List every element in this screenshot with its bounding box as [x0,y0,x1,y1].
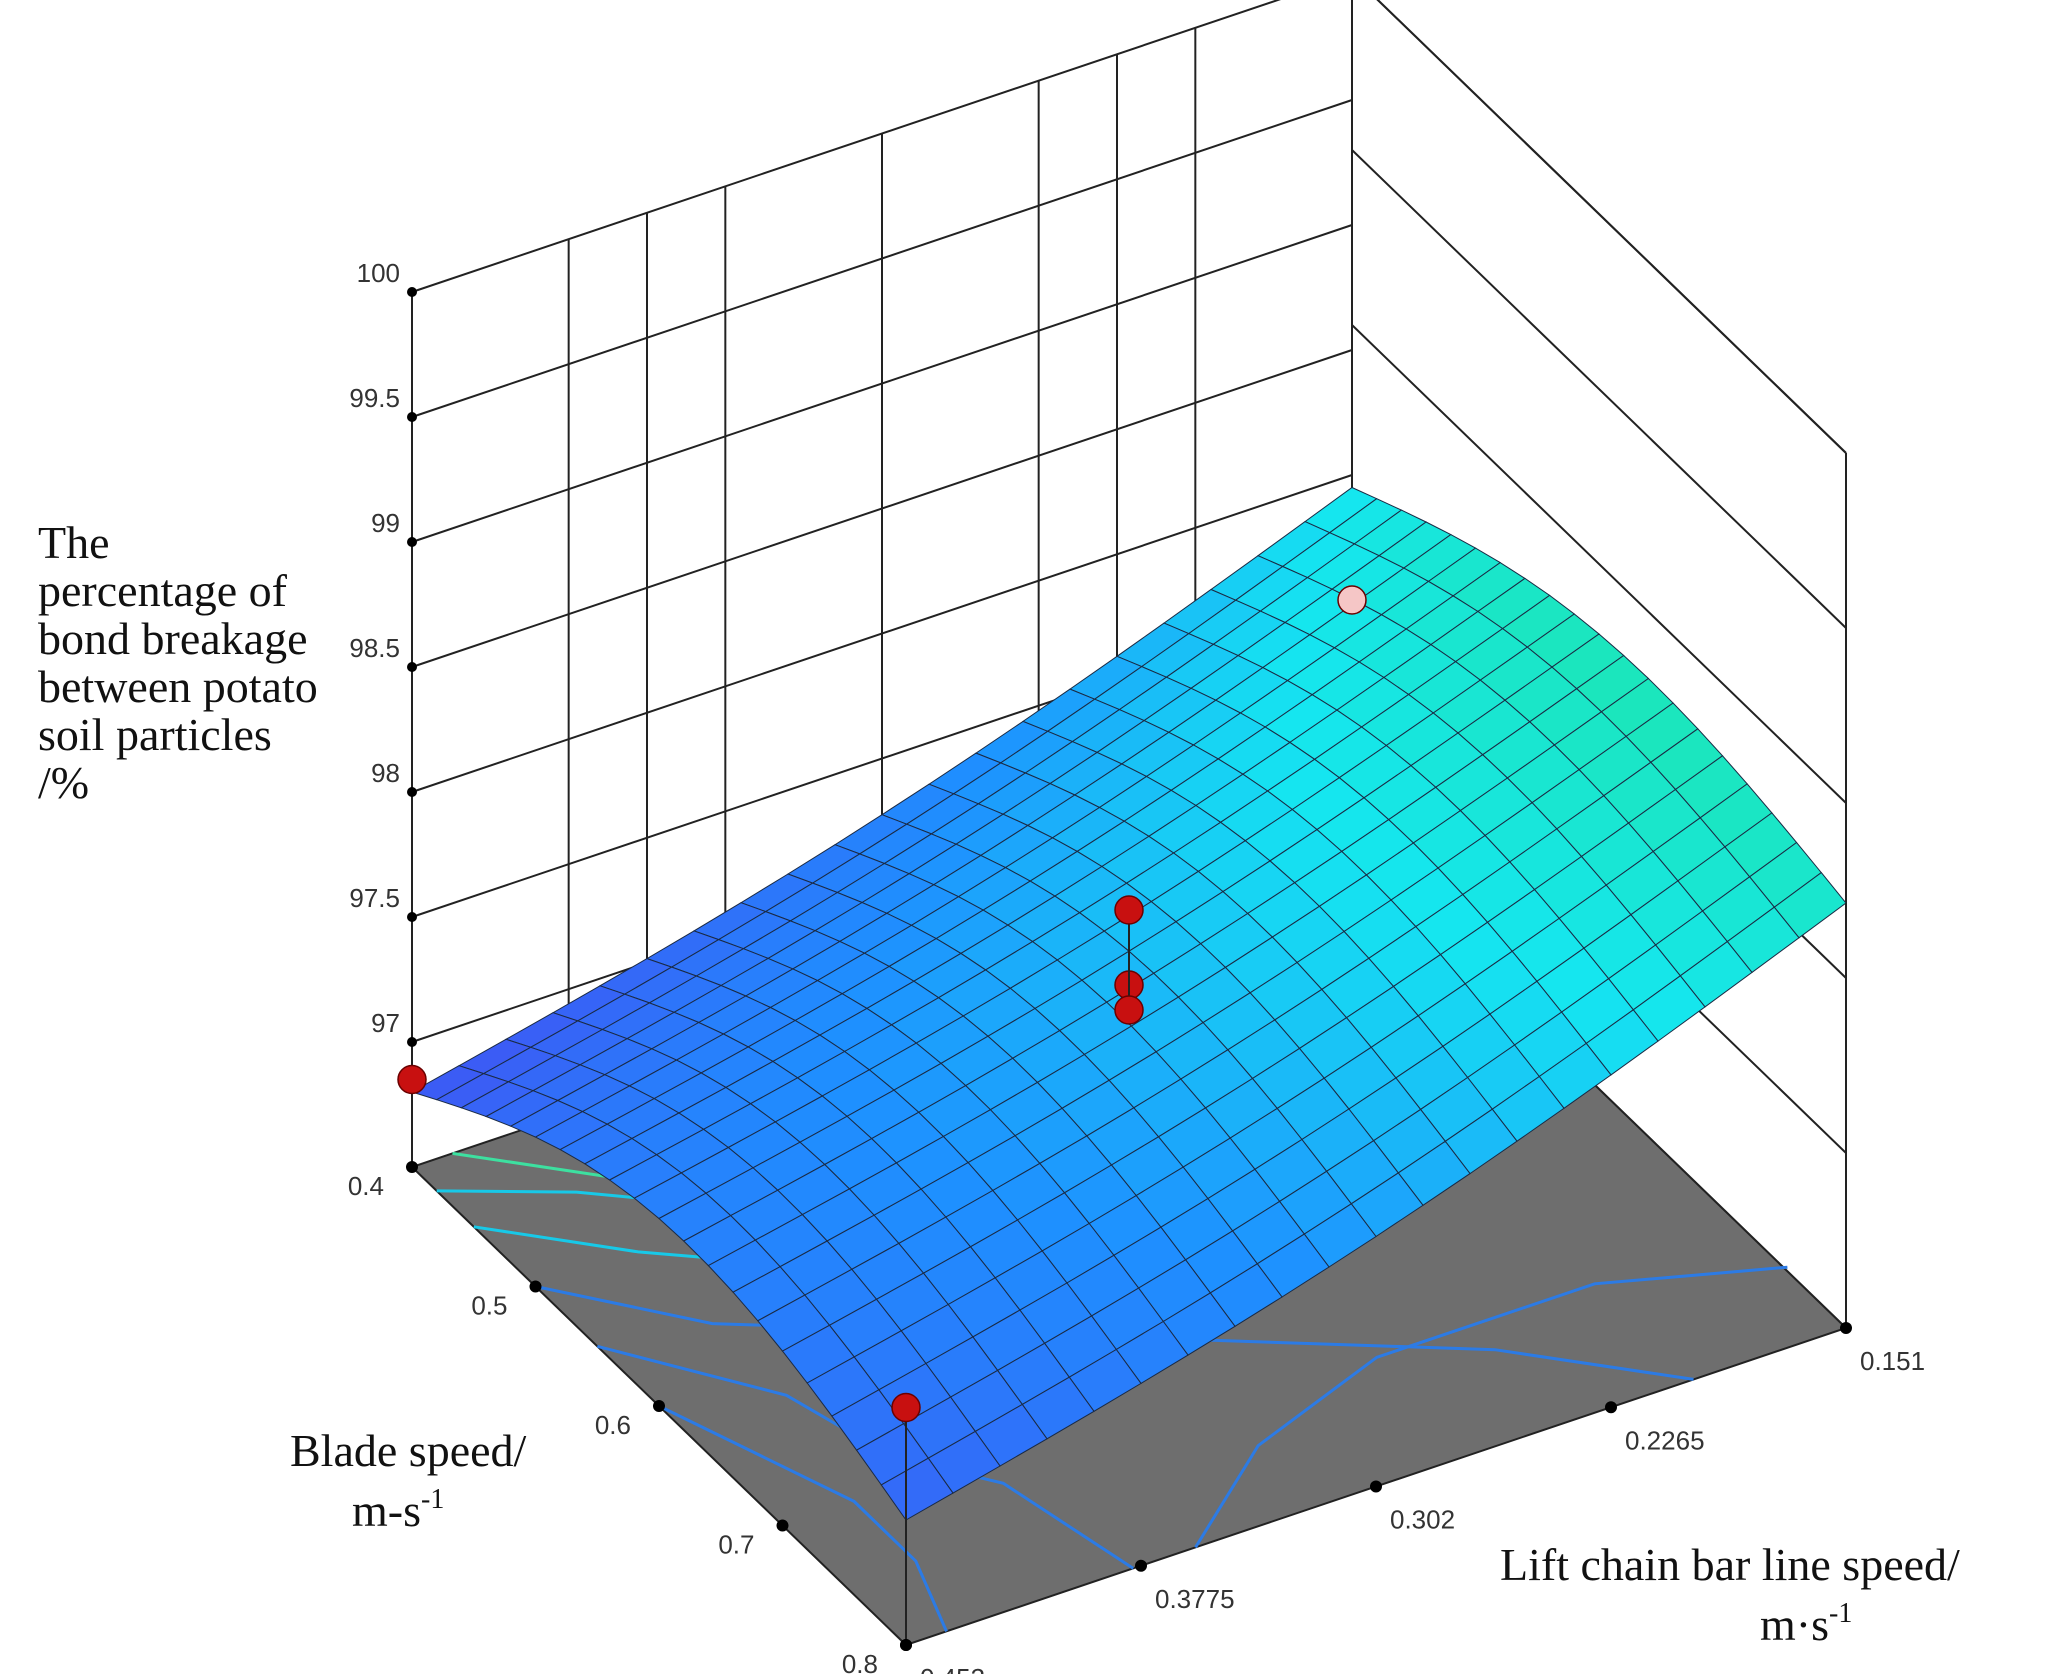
design-point [891,1392,921,1423]
y-tick-label: 0.302 [1390,1505,1455,1535]
z-tick-marker [407,287,417,297]
x-tick-label: 0.6 [595,1410,631,1440]
z-grid-line [411,349,1353,668]
x-tick-label: 0.5 [471,1291,507,1321]
y-tick-marker [1605,1401,1617,1414]
z-tick-marker [407,412,417,422]
y-tick-label: 0.151 [1860,1346,1925,1376]
z-grid-line [411,474,1353,793]
z-tick-label: 99.5 [349,383,400,413]
y-tick-label: 0.2265 [1625,1425,1705,1455]
axis-ticks: 97 97.5 98 98.5 99 99.5 100 0.4 0.5 0.6 0.7 0.8 0.45… [348,258,1925,1674]
z-tick-label: 100 [357,258,400,288]
z-tick-label: 99 [371,508,400,538]
y-axis-label-line-1: Lift chain bar line speed/ [1500,1539,1960,1590]
y-axis-unit: m·s [1760,1599,1829,1650]
x-axis-unit-exponent: -1 [421,1484,444,1515]
x-tick-marker [406,1161,418,1173]
x-axis-unit: m-s [352,1485,421,1536]
x-axis-label-line-2: m-s-1 [352,1484,444,1536]
z-axis-label: The percentage of bond breakage between … [38,517,329,808]
z-axis-label-line: The [38,517,110,568]
y-tick-marker [1370,1480,1382,1493]
front-edge-lines [411,292,1847,1645]
x-axis-label-line-1: Blade speed/ [290,1425,527,1476]
design-point [1114,895,1144,925]
design-point [1114,995,1144,1025]
side-wall-top [1376,0,1847,454]
z-axis-label-line: bond breakage [38,613,308,664]
side-wall-grid-line [1351,324,1847,804]
design-point [397,1064,427,1095]
z-axis-label-line: between potato [38,661,318,712]
y-tick-marker [1135,1559,1147,1572]
z-tick-marker [407,537,417,547]
y-axis-unit-exponent: -1 [1829,1598,1852,1629]
contour-line [1194,1265,1788,1549]
surface-cell [880,1457,954,1521]
z-tick-marker [407,912,417,922]
contour-line [658,1404,948,1633]
y-axis-label-line-2: m·s-1 [1760,1598,1852,1650]
y-tick-label: 0.3775 [1155,1584,1235,1614]
x-tick-marker [529,1280,542,1293]
z-tick-marker [407,1037,417,1047]
z-tick-label: 98.5 [349,633,400,663]
design-points [397,585,1367,1520]
x-tick-label: 0.4 [348,1171,384,1201]
z-grid-line [411,99,1353,418]
x-tick-marker [653,1400,665,1412]
y-tick-label: 0.453 [920,1663,985,1674]
z-axis-label-line: soil particles [38,709,272,760]
z-tick-marker [407,662,417,672]
z-tick-marker [407,787,417,797]
z-tick-label: 97 [371,1008,400,1038]
x-tick-label: 0.8 [842,1649,878,1674]
z-tick-label: 98 [371,758,400,788]
y-tick-marker [900,1639,912,1651]
response-surface [410,486,1847,1521]
side-wall-grid-line [1376,0,1847,454]
y-tick-marker [1840,1322,1852,1334]
x-tick-label: 0.7 [718,1530,754,1560]
x-tick-marker [776,1519,789,1532]
z-grid-line [411,0,1281,293]
side-wall-grid-line [1351,149,1847,629]
z-grid-line [411,224,1353,543]
z-tick-label: 97.5 [349,883,400,913]
z-axis-label-line: /% [38,757,89,808]
design-point [1337,585,1367,615]
z-axis-label-line: percentage of [38,565,288,616]
